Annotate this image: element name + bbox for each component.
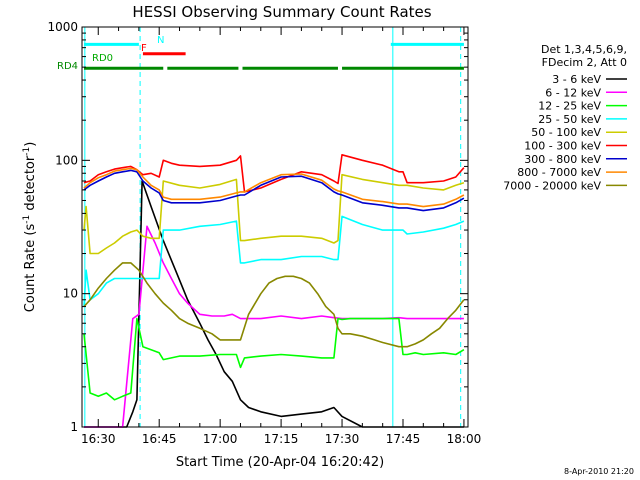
y-axis-ticks: 1 10 100 1000 (47, 20, 468, 434)
legend-label-800-7000-kev: 800 - 7000 keV (517, 166, 601, 179)
x-axis-ticks: 16:30 16:45 17:00 17:15 17:30 17:45 18:00 (81, 27, 481, 446)
y-tick-label-1000: 1000 (47, 20, 78, 34)
series-line-12-25-kev (83, 317, 465, 401)
y-axis-label-main: Count Rate (s (23, 224, 38, 313)
y-tick-label-10: 10 (63, 287, 78, 301)
plot-frame (81, 26, 469, 428)
legend-label-25-50-kev: 25 - 50 keV (538, 113, 601, 126)
legend-label-6-12-kev: 6 - 12 keV (545, 86, 601, 99)
x-tick-label-45: 16:45 (142, 432, 177, 446)
state-bar-label-rd0: RD0 (92, 53, 113, 64)
x-tick-label-105: 17:45 (386, 432, 421, 446)
y-axis-label: Count Rate (s-1 detector-1) (22, 142, 38, 313)
footer-date: 8-Apr-2010 21:20 (564, 467, 634, 476)
y-axis-label-sup1: -1 (22, 215, 32, 224)
x-tick-label-60: 17:00 (203, 432, 238, 446)
legend-header-2: FDecim 2, Att 0 (542, 56, 627, 69)
series-line-25-50-kev (83, 215, 465, 307)
series-line-800-7000-kev (83, 167, 465, 208)
x-axis-label: Start Time (20-Apr-04 16:20:42) (176, 455, 384, 470)
x-tick-label-90: 17:30 (325, 432, 360, 446)
x-tick-label-30: 16:30 (81, 432, 116, 446)
chart-title: HESSI Observing Summary Count Rates (132, 3, 431, 21)
x-tick-label-75: 17:15 (264, 432, 299, 446)
state-bar-label-rd4: RD4 (57, 61, 78, 72)
state-bar-label-f: F (141, 43, 147, 54)
y-tick-label-1: 1 (70, 420, 78, 434)
legend-label-100-300-kev: 100 - 300 keV (524, 140, 601, 153)
state-bars: NF RD0 RD4 (57, 35, 464, 72)
legend-label-50-100-kev: 50 - 100 keV (531, 126, 601, 139)
series-line-300-800-kev (83, 169, 465, 212)
series-line-7000-20000-kev (83, 262, 465, 348)
y-axis-label-sup2: -1 (22, 147, 32, 156)
legend-label-7000-20000-kev: 7000 - 20000 keV (503, 179, 601, 192)
x-tick-label-120: 18:00 (447, 432, 482, 446)
legend-label-300-800-kev: 300 - 800 keV (524, 153, 601, 166)
legend-label-3-6-kev: 3 - 6 keV (552, 73, 601, 86)
state-bar-label-n: N (157, 35, 164, 46)
y-axis-label-mid: detector (23, 155, 38, 215)
legend-label-12-25-kev: 12 - 25 keV (538, 100, 601, 113)
y-tick-label-100: 100 (55, 153, 78, 167)
y-axis-label-end: ) (23, 142, 38, 147)
series-line-100-300-kev (83, 154, 465, 193)
series-line-50-100-kev (83, 173, 465, 255)
legend-header-1: Det 1,3,4,5,6,9, (541, 43, 627, 56)
